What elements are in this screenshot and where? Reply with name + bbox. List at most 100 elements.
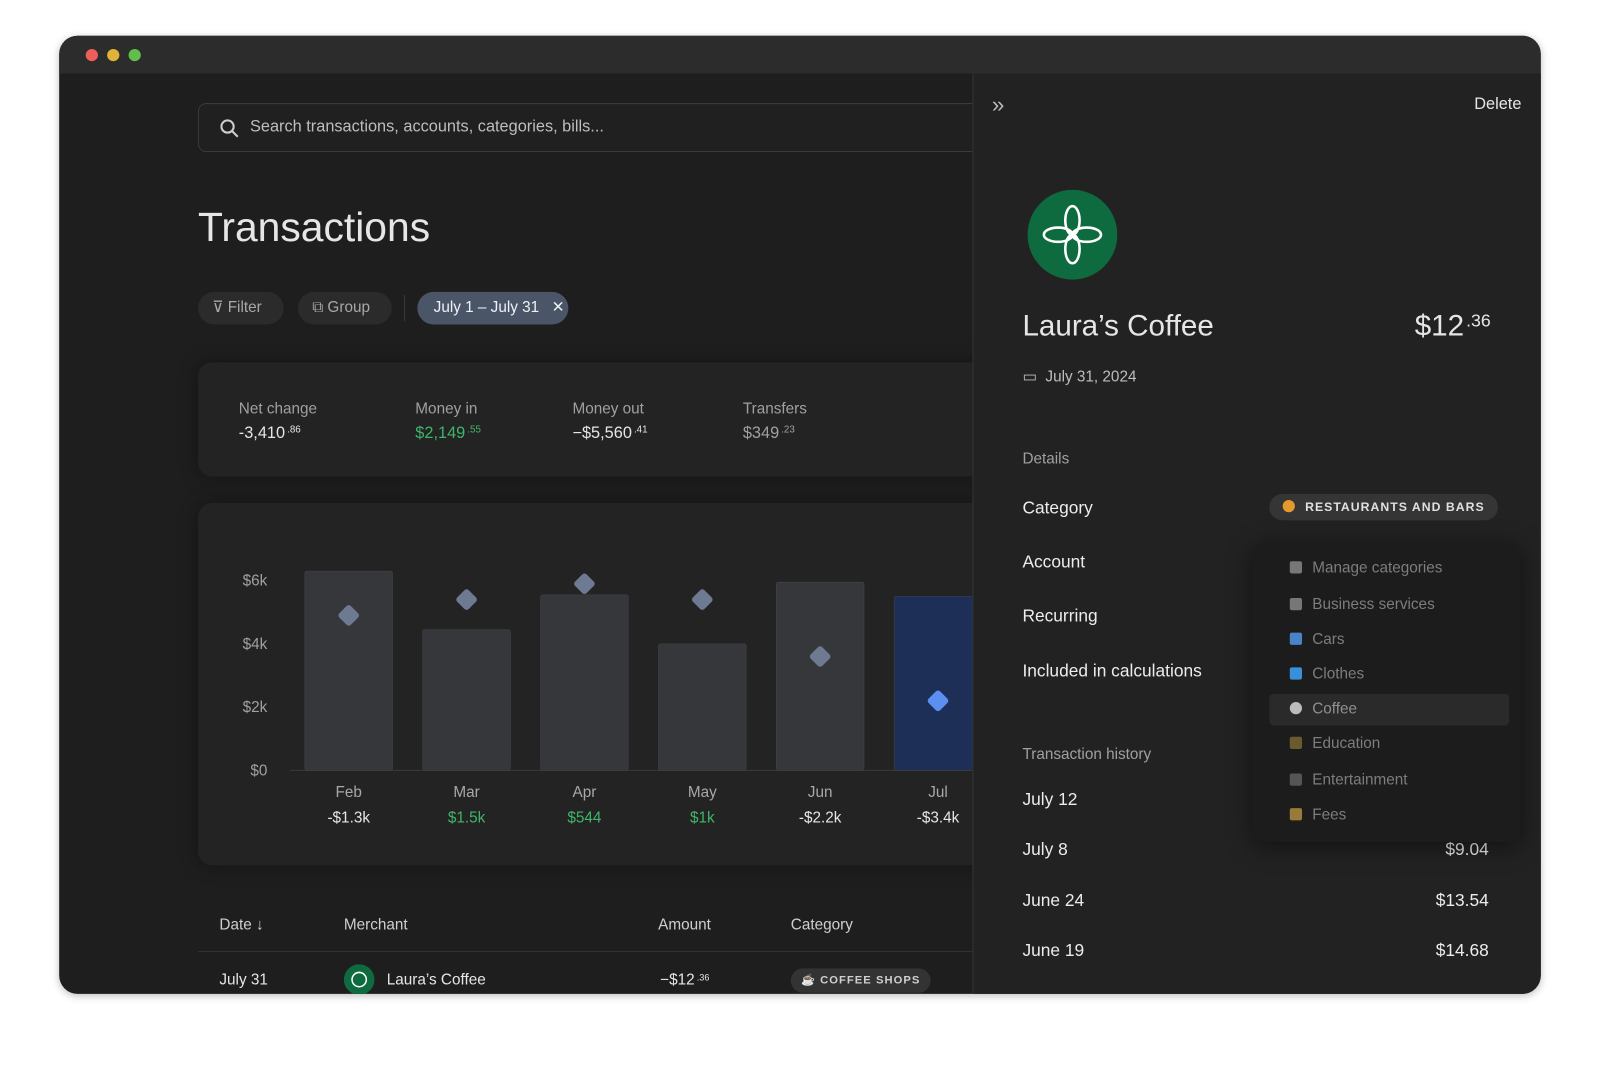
item-label: Coffee xyxy=(1312,699,1358,718)
chart-card: $0 $2k $4k $6k Feb -$1.3k Mar $1.5k Apr $544 May $1… xyxy=(197,503,1015,866)
zoom-button[interactable] xyxy=(128,48,141,62)
marker xyxy=(809,646,831,667)
x-tick-label: Mar xyxy=(453,784,479,801)
merchant-logo xyxy=(1027,189,1118,280)
delete-button[interactable]: Delete xyxy=(1474,95,1522,114)
bar xyxy=(893,596,983,771)
dropdown-item[interactable]: Cars xyxy=(1289,630,1345,648)
dropdown-item[interactable]: Clothes xyxy=(1289,665,1365,683)
x-tick-label: Jun xyxy=(808,784,833,801)
summary-amount: $349 xyxy=(742,424,780,442)
cell-amount: −$12.36 xyxy=(660,971,709,988)
history-amount: $9.04 xyxy=(1445,839,1489,860)
header-label: Date xyxy=(219,916,252,934)
history-date: June 24 xyxy=(1022,890,1085,911)
divider xyxy=(404,294,406,322)
column-header[interactable]: Amount xyxy=(658,916,711,934)
minimize-button[interactable] xyxy=(107,48,120,62)
date-range-label: July 1 – July 31 xyxy=(433,298,540,317)
item-label: Clothes xyxy=(1312,665,1365,683)
history-date: June 19 xyxy=(1022,940,1085,961)
net-label: $1k xyxy=(690,809,715,826)
x-tick-label: Jul xyxy=(928,784,948,801)
date-range-chip[interactable]: July 1 – July 31 ✕ xyxy=(417,291,569,325)
collapse-button[interactable]: » xyxy=(991,91,1005,118)
chart: $0 $2k $4k $6k Feb -$1.3k Mar $1.5k Apr $544 May $1… xyxy=(243,570,1015,826)
summary-value: -3,410.86 xyxy=(239,424,301,442)
bar xyxy=(422,629,511,771)
dropdown-item[interactable]: Business services xyxy=(1289,596,1435,613)
dropdown-item[interactable]: Coffee xyxy=(1289,699,1358,718)
item-label: Cars xyxy=(1312,630,1345,648)
app-window: Search transactions, accounts, categorie… xyxy=(59,35,1541,994)
search-box[interactable]: Search transactions, accounts, categorie… xyxy=(197,103,1017,153)
summary-cents: .41 xyxy=(633,424,648,436)
bar xyxy=(540,594,629,771)
dropdown-item[interactable]: Fees xyxy=(1289,806,1346,823)
item-label: Education xyxy=(1312,734,1381,753)
column-header[interactable]: Category xyxy=(790,916,853,934)
marker xyxy=(927,690,949,712)
date: July 31, 2024 xyxy=(1045,368,1137,386)
detail-panel: » Delete Laura’s Coffee $12.36 ▭ July 31… xyxy=(972,73,1541,994)
detail-row-label: Category xyxy=(1022,497,1093,518)
marker xyxy=(456,589,477,610)
bar xyxy=(304,570,393,771)
amount: $12 xyxy=(1414,310,1465,343)
close-button[interactable] xyxy=(85,48,98,62)
section-label: Details xyxy=(1022,449,1070,468)
column-header[interactable]: Date ↓ xyxy=(219,916,264,934)
transaction-date: ▭ July 31, 2024 xyxy=(1022,368,1137,386)
section-label: Transaction history xyxy=(1022,745,1152,764)
title-bar xyxy=(59,35,1541,74)
summary-value: $349.23 xyxy=(743,424,795,442)
search-placeholder: Search transactions, accounts, categorie… xyxy=(249,118,604,136)
detail-row-label: Included in calculations xyxy=(1022,661,1202,681)
bar xyxy=(658,643,747,771)
bar xyxy=(776,581,865,771)
marker xyxy=(692,589,713,610)
summary-label: Money in xyxy=(415,399,478,418)
marker xyxy=(338,605,359,626)
item-label: Entertainment xyxy=(1312,771,1408,789)
y-tick-label: $0 xyxy=(250,763,267,780)
net-label: -$1.3k xyxy=(327,809,370,826)
amount: −$12 xyxy=(660,971,695,989)
summary-amount: $2,149 xyxy=(415,424,466,442)
category-dropdown: Manage categories Business services Cars… xyxy=(1253,543,1521,842)
group-label: Group xyxy=(327,298,370,317)
net-label: -$3.4k xyxy=(917,809,960,826)
page-title: Transactions xyxy=(197,205,431,250)
summary-label: Transfers xyxy=(742,399,807,418)
y-tick-label: $4k xyxy=(243,636,268,653)
summary-card: Net change -3,410.86 Money in $2,149.55 … xyxy=(197,362,1015,477)
filter-button[interactable]: ⊽ Filter xyxy=(197,291,284,325)
dropdown-item[interactable]: Entertainment xyxy=(1289,771,1408,789)
group-button[interactable]: ⧉ Group xyxy=(297,291,392,325)
summary-label: Money out xyxy=(572,399,644,418)
net-label: $544 xyxy=(567,809,602,826)
summary-amount: -3,410 xyxy=(238,424,286,442)
dropdown-item[interactable]: Education xyxy=(1289,734,1381,753)
detail-row-label: Account xyxy=(1022,552,1086,572)
column-header[interactable]: Merchant xyxy=(343,916,408,934)
summary-cents: .86 xyxy=(287,424,301,436)
dropdown-highlight xyxy=(1269,693,1510,726)
x-tick-label: May xyxy=(688,784,717,801)
merchant-logo xyxy=(343,964,375,994)
y-tick-label: $2k xyxy=(243,699,268,716)
filter-label: Filter xyxy=(227,298,262,317)
x-tick-label: Apr xyxy=(573,784,597,801)
marker xyxy=(574,573,595,595)
category-pill[interactable]: ☕ COFFEE SHOPS xyxy=(790,968,931,993)
summary-cents: .55 xyxy=(467,424,481,436)
x-tick-label: Feb xyxy=(336,784,362,801)
history-date: July 12 xyxy=(1022,789,1078,810)
dropdown-item[interactable]: Manage categories xyxy=(1289,559,1442,577)
row-divider xyxy=(197,951,1015,953)
category-label: COFFEE SHOPS xyxy=(820,974,921,987)
transaction-amount: $12.36 xyxy=(1415,310,1491,344)
history-date: July 8 xyxy=(1022,839,1068,860)
category-pill[interactable]: RESTAURANTS AND BARS xyxy=(1269,493,1498,521)
